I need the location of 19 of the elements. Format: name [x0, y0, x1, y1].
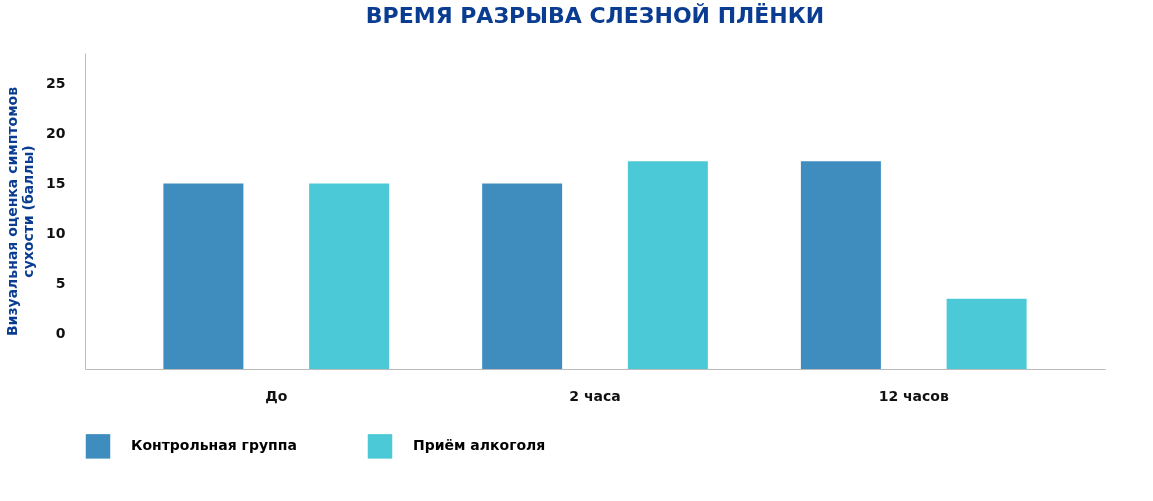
y-tick-label: 10	[46, 225, 66, 242]
x-tick-label: 2 часа	[569, 387, 621, 404]
x-tick-label: 12 часов	[878, 387, 949, 404]
y-tick-label: 0	[55, 325, 66, 342]
y-axis-title: Визуальная оценка симптомов сухости (баллы)	[4, 86, 37, 337]
bar	[800, 161, 881, 369]
legend-label: Контрольная группа	[131, 437, 297, 454]
bar	[946, 298, 1027, 369]
bar	[627, 161, 708, 369]
y-tick-label: 15	[46, 174, 66, 191]
y-tick-label: 5	[55, 275, 66, 292]
chart-title: ВРЕМЯ РАЗРЫВА СЛЕЗНОЙ ПЛЁНКИ	[365, 3, 825, 28]
bar	[309, 183, 390, 369]
x-tick-label: До	[265, 387, 288, 404]
y-tick-label: 25	[46, 74, 66, 91]
y-tick-label: 20	[46, 124, 66, 141]
bar	[482, 183, 563, 369]
legend-label: Приём алкоголя	[413, 437, 546, 454]
bar	[163, 183, 244, 369]
